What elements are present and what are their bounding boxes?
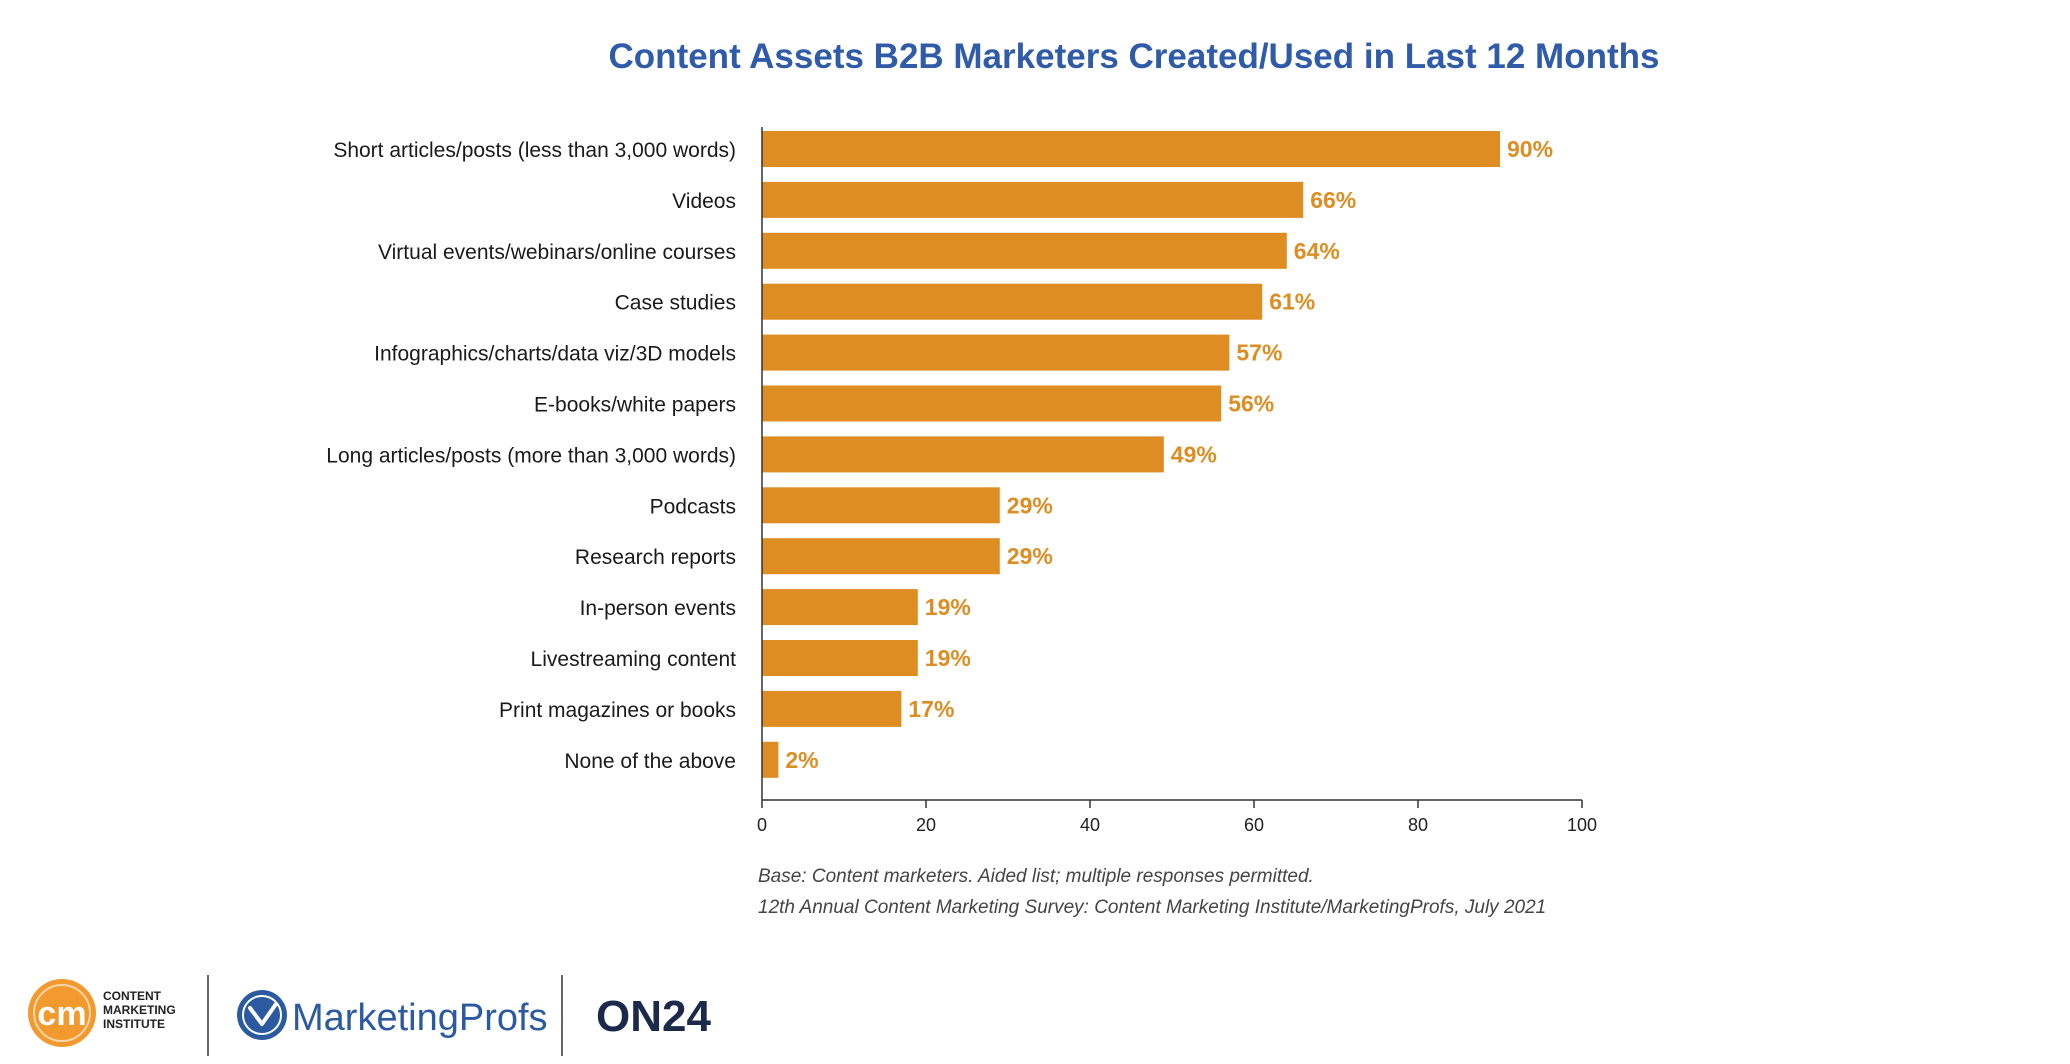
category-label: Research reports (575, 546, 736, 569)
category-label: Virtual events/webinars/online courses (378, 241, 736, 264)
value-label: 90% (1507, 136, 1553, 162)
x-tick-label: 40 (1080, 815, 1100, 835)
value-label: 29% (1007, 492, 1053, 518)
x-tick-label: 80 (1408, 815, 1428, 835)
base-note: Base: Content marketers. Aided list; mul… (758, 866, 1314, 887)
category-label: E-books/white papers (534, 394, 736, 417)
on24-wordmark: ON24 (596, 992, 711, 1041)
bar (762, 232, 1287, 269)
bar (762, 690, 902, 727)
marketingprofs-wordmark: MarketingProfs (292, 997, 548, 1039)
chart-title: Content Assets B2B Marketers Created/Use… (609, 37, 1660, 76)
marketingprofs-logo: MarketingProfs (237, 990, 548, 1040)
bar (762, 640, 918, 676)
cmi-logo: cm CONTENT MARKETING INSTITUTE (28, 979, 176, 1047)
value-label: 2% (785, 747, 818, 773)
value-label: 29% (1007, 543, 1053, 569)
category-label: Infographics/charts/data viz/3D models (374, 343, 736, 366)
bar (762, 385, 1222, 422)
bar (762, 436, 1164, 473)
x-tick-label: 0 (757, 815, 767, 835)
value-label: 19% (925, 594, 971, 620)
x-tick-label: 100 (1567, 815, 1597, 835)
category-label: Case studies (615, 292, 736, 315)
source-note: 12th Annual Content Marketing Survey: Co… (758, 897, 1546, 918)
category-label: Print magazines or books (499, 699, 736, 722)
value-label: 17% (908, 696, 954, 722)
value-label: 66% (1310, 187, 1356, 213)
category-label: Videos (672, 190, 736, 213)
cmi-logo-mark: cm (37, 995, 86, 1033)
value-label: 49% (1171, 441, 1217, 467)
category-label: None of the above (564, 750, 736, 773)
cmi-logo-line2: MARKETING (103, 1003, 176, 1017)
bar (762, 589, 918, 626)
value-label: 64% (1294, 238, 1340, 264)
bar (762, 741, 779, 778)
category-label: In-person events (580, 597, 736, 620)
on24-logo: ON24 (596, 992, 711, 1041)
cmi-logo-line3: INSTITUTE (103, 1017, 165, 1031)
bars-layer: Short articles/posts (less than 3,000 wo… (326, 131, 1553, 778)
marketingprofs-globe-icon (237, 990, 287, 1040)
bar (762, 334, 1230, 371)
category-label: Livestreaming content (531, 648, 737, 671)
value-label: 19% (925, 645, 971, 671)
x-tick-label: 60 (1244, 815, 1264, 835)
value-label: 56% (1228, 391, 1274, 417)
category-label: Podcasts (650, 495, 736, 518)
x-tick-label: 20 (916, 815, 936, 835)
cmi-logo-circle (28, 979, 96, 1047)
bar (762, 131, 1500, 167)
category-label: Long articles/posts (more than 3,000 wor… (326, 444, 736, 467)
bar (762, 181, 1304, 218)
bar (762, 283, 1263, 320)
cmi-logo-line1: CONTENT (103, 989, 162, 1003)
bar (762, 538, 1000, 575)
category-label: Short articles/posts (less than 3,000 wo… (333, 139, 736, 162)
value-label: 61% (1269, 289, 1315, 315)
value-label: 57% (1236, 340, 1282, 366)
x-axis: 0 20 40 60 80 100 (757, 127, 1597, 835)
bar (762, 487, 1000, 524)
